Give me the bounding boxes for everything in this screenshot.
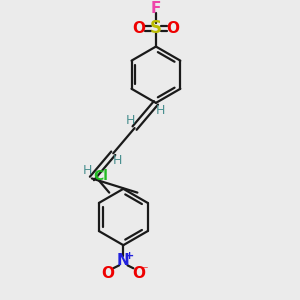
- Text: H: H: [113, 154, 122, 167]
- Text: N: N: [117, 253, 130, 268]
- Text: Cl: Cl: [93, 169, 108, 183]
- Text: H: H: [83, 164, 92, 177]
- Text: O: O: [132, 21, 145, 36]
- Text: H: H: [125, 114, 135, 127]
- Text: F: F: [151, 1, 161, 16]
- Text: O: O: [101, 266, 114, 280]
- Text: +: +: [125, 251, 134, 261]
- Text: ⁻: ⁻: [141, 264, 148, 277]
- Text: S: S: [150, 19, 162, 37]
- Text: H: H: [156, 104, 165, 117]
- Text: O: O: [132, 266, 145, 280]
- Text: O: O: [167, 21, 180, 36]
